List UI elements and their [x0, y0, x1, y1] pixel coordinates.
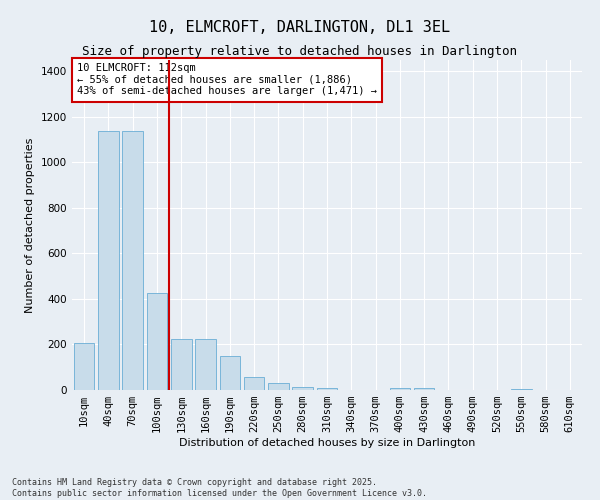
Bar	[195, 339, 216, 390]
Y-axis label: Number of detached properties: Number of detached properties	[25, 138, 35, 312]
Bar	[317, 388, 337, 390]
Text: Size of property relative to detached houses in Darlington: Size of property relative to detached ho…	[83, 45, 517, 58]
Text: 10, ELMCROFT, DARLINGTON, DL1 3EL: 10, ELMCROFT, DARLINGTON, DL1 3EL	[149, 20, 451, 35]
Text: Contains HM Land Registry data © Crown copyright and database right 2025.
Contai: Contains HM Land Registry data © Crown c…	[12, 478, 427, 498]
Bar	[122, 130, 143, 390]
Bar	[511, 389, 532, 390]
Bar	[146, 294, 167, 390]
Bar	[220, 356, 240, 390]
Bar	[171, 339, 191, 390]
Bar	[292, 386, 313, 390]
Bar	[414, 388, 434, 390]
Bar	[98, 130, 119, 390]
Bar	[268, 383, 289, 390]
X-axis label: Distribution of detached houses by size in Darlington: Distribution of detached houses by size …	[179, 438, 475, 448]
Bar	[74, 344, 94, 390]
Bar	[244, 378, 265, 390]
Bar	[389, 388, 410, 390]
Text: 10 ELMCROFT: 112sqm
← 55% of detached houses are smaller (1,886)
43% of semi-det: 10 ELMCROFT: 112sqm ← 55% of detached ho…	[77, 64, 377, 96]
